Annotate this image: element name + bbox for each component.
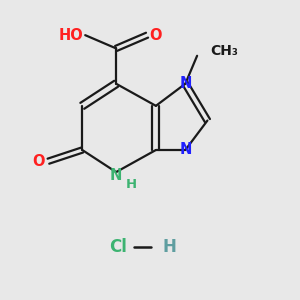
- Text: O: O: [32, 154, 44, 169]
- Text: Cl: Cl: [109, 238, 127, 256]
- Text: N: N: [110, 167, 122, 182]
- Text: O: O: [150, 28, 162, 43]
- Text: H: H: [125, 178, 136, 191]
- Text: HO: HO: [58, 28, 83, 43]
- Text: N: N: [179, 76, 191, 91]
- Text: H: H: [162, 238, 176, 256]
- Text: CH₃: CH₃: [210, 44, 238, 58]
- Text: N: N: [179, 142, 191, 158]
